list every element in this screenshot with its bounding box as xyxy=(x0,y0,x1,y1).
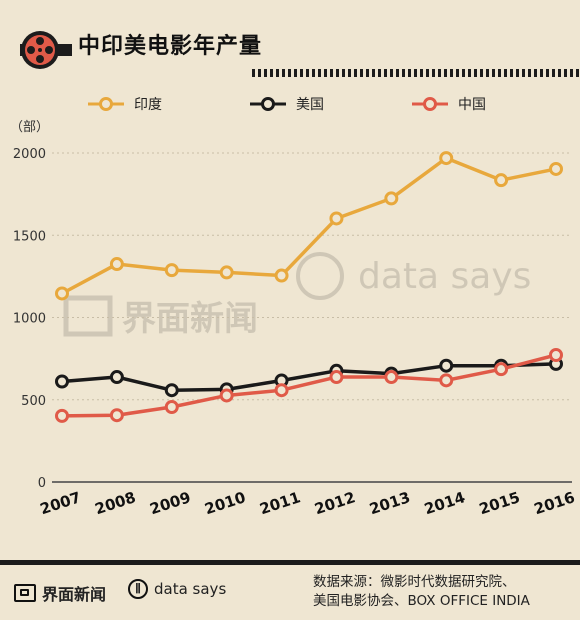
x-tick-label: 2015 xyxy=(477,488,522,518)
data-point xyxy=(494,362,509,377)
series-line-1 xyxy=(61,362,557,392)
data-point xyxy=(384,370,399,385)
x-tick-label: 2008 xyxy=(93,488,138,518)
legend-label: 美国 xyxy=(296,97,324,113)
y-axis-label: （部） xyxy=(10,120,49,135)
series-line-0 xyxy=(61,156,557,296)
x-tick-label: 2010 xyxy=(202,488,247,518)
x-tick-label: 2014 xyxy=(422,488,467,518)
data-point xyxy=(439,373,454,388)
footer-datasays-text: data says xyxy=(154,580,227,598)
jiemian-logo-icon xyxy=(14,584,36,602)
x-tick-label: 2013 xyxy=(367,488,412,518)
data-point xyxy=(274,268,289,283)
chart-header: 中印美电影年产量 xyxy=(0,18,580,78)
data-point xyxy=(329,211,344,226)
data-point xyxy=(109,408,124,423)
film-reel-icon xyxy=(21,31,59,69)
data-source: 数据来源：微影时代数据研究院、 美国电影协会、BOX OFFICE INDIA xyxy=(313,573,568,611)
y-tick-label: 2000 xyxy=(13,147,46,162)
line-chart: 界面新闻 data says 0 500 1000 1500 2000 （部） 2007 2008… xyxy=(10,97,577,518)
x-tick-label: 2016 xyxy=(532,488,577,518)
legend-label: 印度 xyxy=(134,97,162,113)
source-line-2: 美国电影协会、BOX OFFICE INDIA xyxy=(313,593,530,609)
data-point xyxy=(494,173,509,188)
source-line-1: 数据来源：微影时代数据研究院、 xyxy=(313,574,516,590)
watermark-logo-icon xyxy=(63,295,113,337)
x-tick-label: 2011 xyxy=(257,488,302,518)
data-point xyxy=(55,408,69,423)
data-point xyxy=(164,263,179,278)
footer-brand: 界面新闻 xyxy=(14,581,106,605)
data-point xyxy=(219,265,234,280)
watermark-brand: 界面新闻 xyxy=(122,299,258,339)
legend-marker xyxy=(99,97,113,111)
x-tick-label: 2007 xyxy=(38,488,83,518)
y-tick-label: 500 xyxy=(21,394,46,409)
x-tick-label: 2009 xyxy=(148,488,193,518)
footer: 界面新闻 ⫼ data says 数据来源：微影时代数据研究院、 美国电影协会、… xyxy=(0,560,580,620)
data-point xyxy=(439,358,454,373)
y-tick-label: 1000 xyxy=(13,312,46,327)
watermark-datasays-icon xyxy=(296,252,344,300)
legend-label: 中国 xyxy=(458,97,486,113)
data-point xyxy=(549,161,563,176)
datasays-logo-icon: ⫼ xyxy=(128,579,148,599)
data-point xyxy=(219,388,234,403)
y-tick-label: 1500 xyxy=(13,229,46,244)
chart-title: 中印美电影年产量 xyxy=(72,26,269,62)
data-point xyxy=(384,191,399,206)
footer-brand-text: 界面新闻 xyxy=(42,585,107,604)
data-point xyxy=(274,383,289,398)
footer-datasays: ⫼ data says xyxy=(128,579,226,599)
watermark-datasays: data says xyxy=(358,256,531,297)
x-tick-label: 2012 xyxy=(312,488,357,518)
legend-marker xyxy=(261,97,275,111)
data-point xyxy=(55,374,69,389)
data-point xyxy=(164,399,179,414)
data-point xyxy=(55,286,69,301)
data-point xyxy=(164,383,179,398)
data-point xyxy=(109,370,124,385)
data-point xyxy=(439,151,454,166)
data-point xyxy=(329,370,344,385)
series-line-2 xyxy=(61,353,557,418)
title-stripes xyxy=(252,69,580,77)
data-point xyxy=(549,348,563,363)
watermark: 界面新闻 data says xyxy=(63,252,531,339)
legend-marker xyxy=(423,97,437,111)
data-point xyxy=(109,257,124,272)
y-tick-label: 0 xyxy=(38,476,46,491)
